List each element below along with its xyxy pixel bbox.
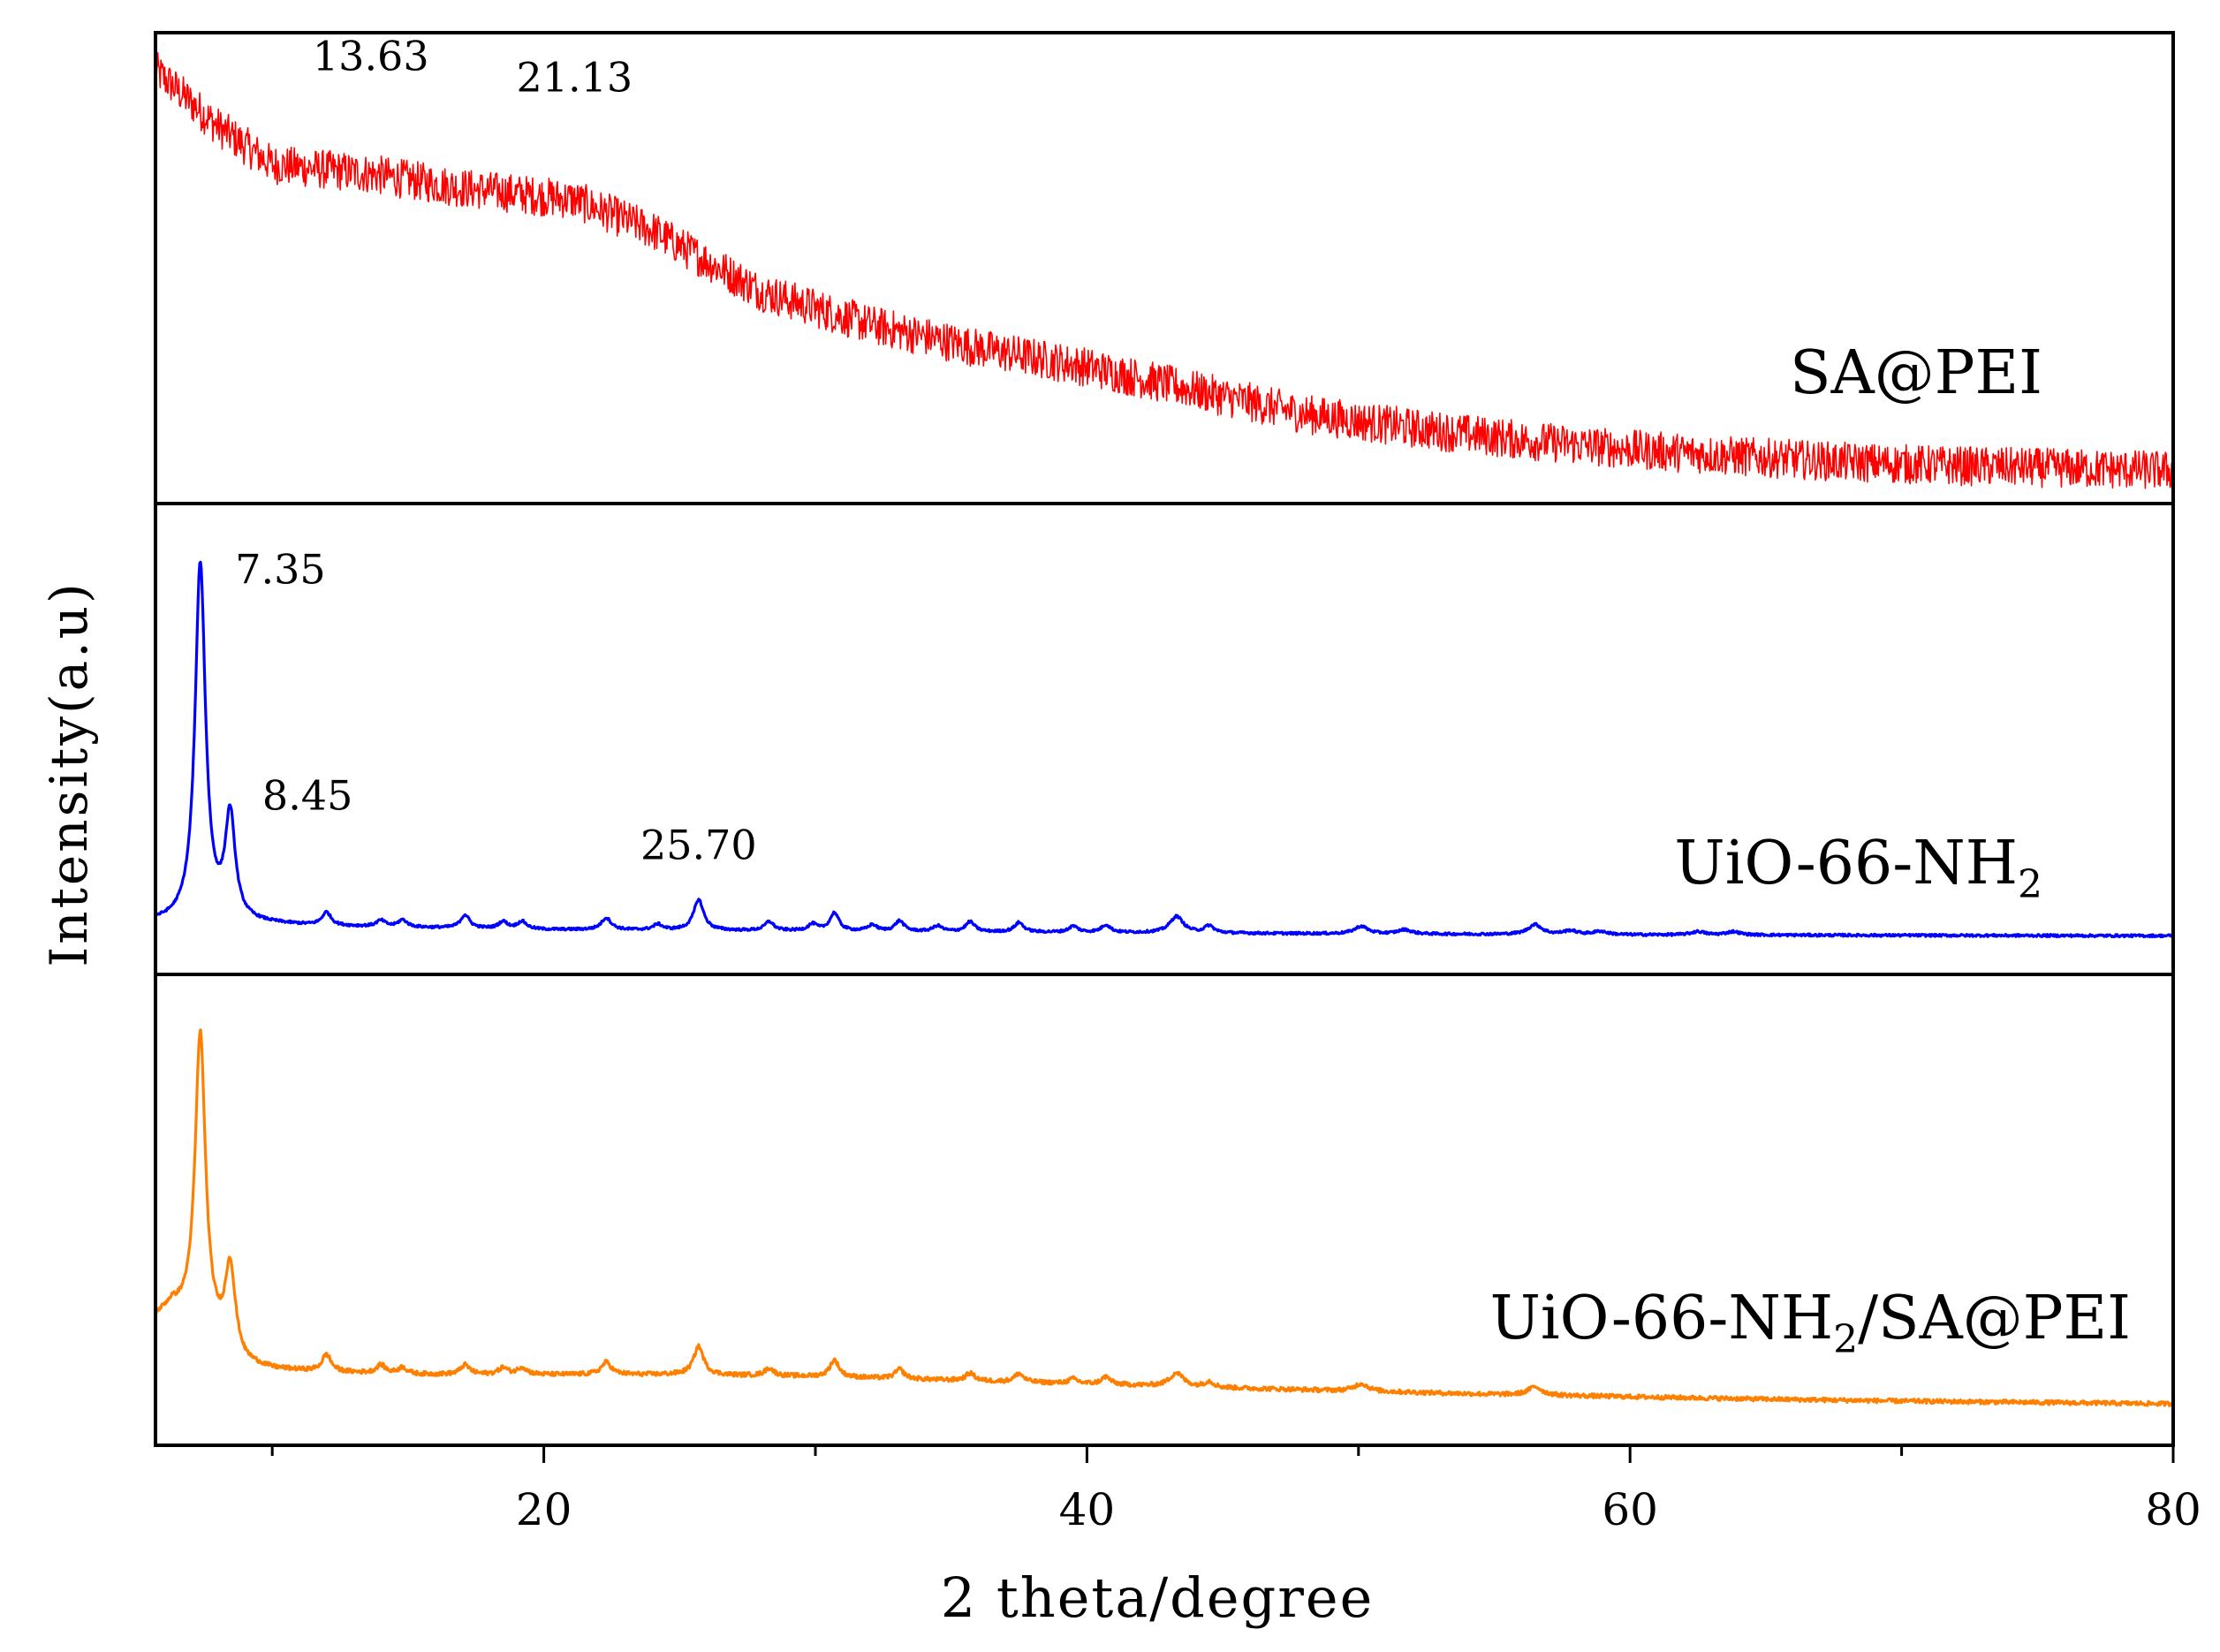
series-label-subscript: 2 xyxy=(1833,1317,1858,1362)
peak-annotation: 25.70 xyxy=(640,821,757,868)
x-tick-label: 80 xyxy=(2145,1484,2201,1535)
panel-frame xyxy=(154,973,2175,1447)
series-label-part: UiO-66-NH xyxy=(1674,829,2018,898)
panel-frame xyxy=(154,502,2175,976)
series-label-part: UiO-66-NH xyxy=(1490,1284,1834,1353)
series-line-2 xyxy=(154,560,2174,939)
panel-3: UiO-66-NH2/SA@PEI xyxy=(154,1028,2174,1407)
x-axis: 20 40 60 80 xyxy=(270,1445,2201,1535)
y-axis-label: Intensity(a.u) xyxy=(39,580,99,966)
x-tick-label: 40 xyxy=(1059,1484,1116,1535)
peak-annotation: 7.35 xyxy=(235,546,325,594)
series-label: UiO-66-NH2 xyxy=(1674,829,2042,907)
x-tick-label: 60 xyxy=(1602,1484,1658,1535)
x-tick-label: 20 xyxy=(516,1484,572,1535)
series-label: UiO-66-NH2/SA@PEI xyxy=(1490,1284,2131,1362)
series-line-3 xyxy=(154,1028,2174,1407)
series-label: SA@PEI xyxy=(1790,338,2042,408)
series-label-subscript: 2 xyxy=(2018,862,2042,907)
peak-annotation: 8.45 xyxy=(262,771,352,819)
panel-1: 13.63 21.13 SA@PEI xyxy=(155,33,2174,489)
x-axis-label: 2 theta/degree xyxy=(941,1565,1375,1630)
panel-frame xyxy=(154,31,2175,505)
peak-annotation: 13.63 xyxy=(313,33,429,80)
panel-2: 7.35 8.45 25.70 UiO-66-NH2 xyxy=(154,546,2174,939)
series-label-part: SA@PEI xyxy=(1790,338,2042,408)
panel-frames xyxy=(154,31,2175,1447)
series-line-1 xyxy=(155,52,2174,489)
series-label-part: /SA@PEI xyxy=(1858,1284,2131,1353)
peak-annotation: 21.13 xyxy=(516,54,633,102)
